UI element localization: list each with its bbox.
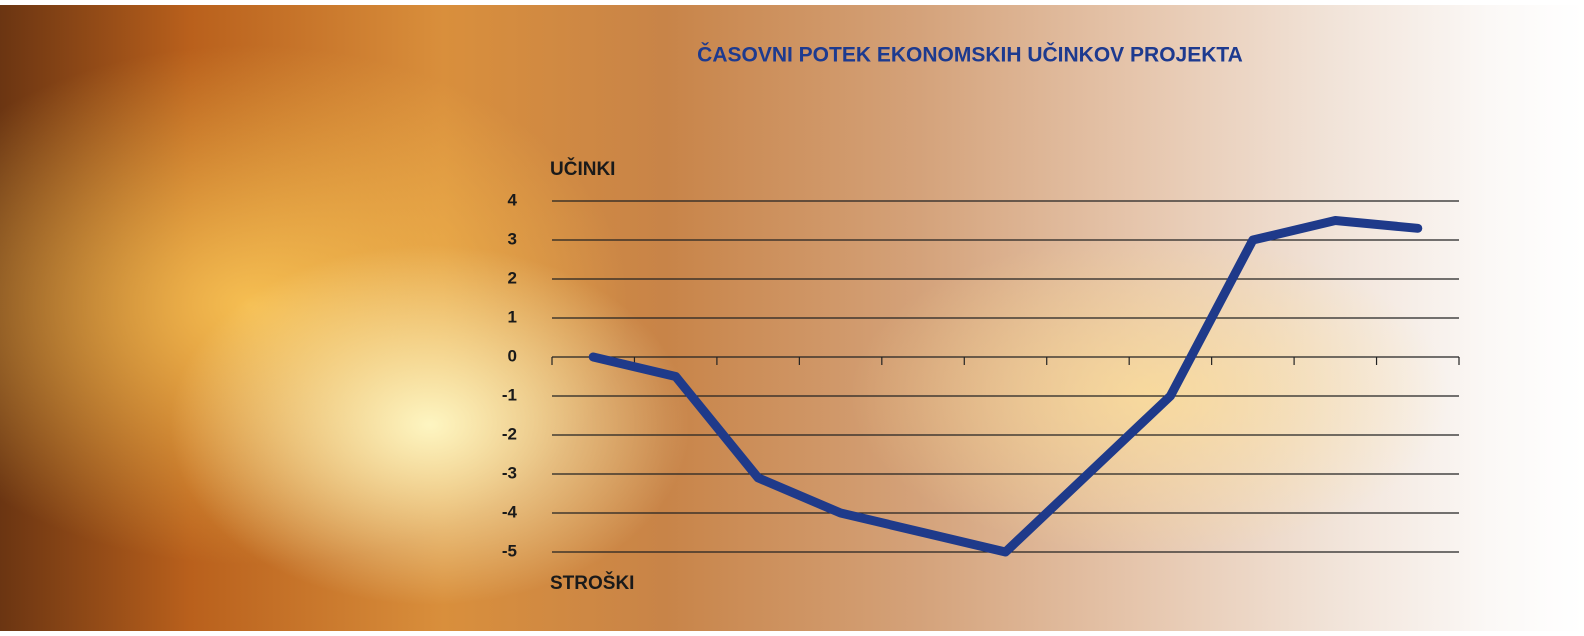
y-tick-label: -4 bbox=[502, 502, 518, 521]
y-tick-label: 0 bbox=[508, 346, 517, 365]
y-tick-label: 1 bbox=[508, 307, 517, 326]
y-tick-label: -3 bbox=[502, 463, 517, 482]
y-tick-label: -5 bbox=[502, 541, 517, 560]
data-line bbox=[588, 216, 1423, 557]
y-tick-label: 3 bbox=[508, 229, 517, 248]
y-label-top: UČINKI bbox=[550, 158, 615, 180]
y-tick-label: -2 bbox=[502, 424, 517, 443]
chart-title: ČASOVNI POTEK EKONOMSKIH UČINKOV PROJEKT… bbox=[697, 43, 1243, 67]
y-label-bottom: STROŠKI bbox=[550, 572, 634, 594]
y-tick-label: 2 bbox=[508, 268, 517, 287]
y-tick-label: 4 bbox=[508, 190, 518, 209]
y-tick-label: -1 bbox=[502, 385, 517, 404]
